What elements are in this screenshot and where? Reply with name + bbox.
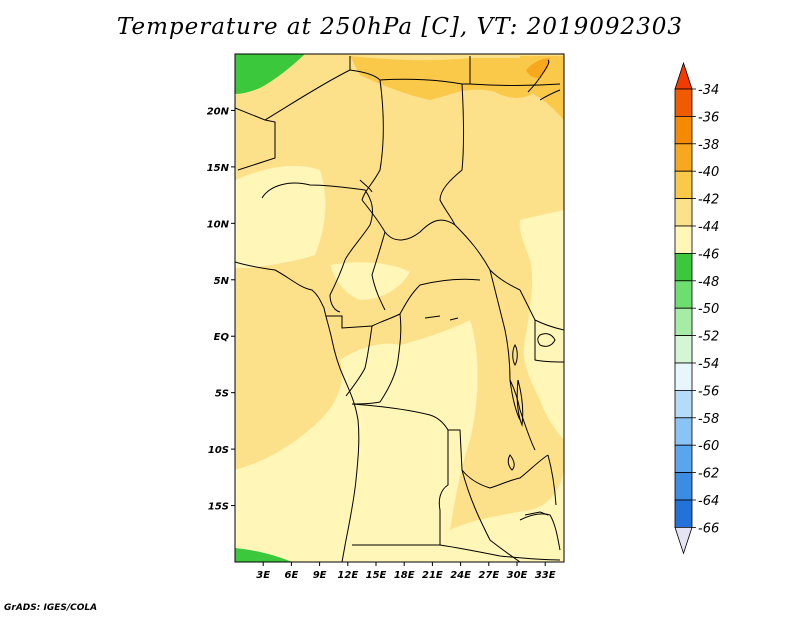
colorbar-label: -52 — [698, 330, 719, 345]
y-tick-label: 10N — [207, 219, 230, 230]
colorbar-bottom-arrow — [674, 527, 693, 555]
colorbar-label: -36 — [698, 110, 719, 125]
x-tick-label: 21E — [422, 570, 443, 581]
x-tick-label: 24E — [450, 570, 471, 581]
colorbar-top-arrow — [674, 61, 693, 90]
temperature-field — [235, 54, 564, 562]
colorbar-label: -64 — [698, 494, 719, 509]
field-region-42to44-east — [519, 210, 564, 440]
x-tick-label: 30E — [507, 570, 528, 581]
field-region-42to44-west — [235, 165, 326, 268]
colorbar-segment — [674, 280, 693, 309]
y-tick-label: 10S — [208, 445, 229, 456]
field-region-42to44-center — [330, 262, 410, 300]
colorbar-segment — [674, 307, 693, 337]
x-tick-label: 27E — [478, 570, 499, 581]
colorbar-label: -44 — [698, 220, 719, 235]
x-tick-label: 3E — [256, 570, 270, 581]
colorbar-label: -34 — [698, 83, 719, 98]
colorbar-segment — [674, 88, 693, 117]
map-title: Temperature at 250hPa [C], VT: 201909230… — [116, 14, 684, 40]
plot-frame — [234, 53, 565, 563]
grads-credit: GrADS: IGES/COLA — [4, 603, 98, 613]
field-region-38to40-north — [350, 56, 560, 100]
country-borders — [235, 56, 564, 562]
field-region-44to46-northwest — [235, 54, 305, 94]
y-tick-label: 15S — [208, 502, 229, 513]
y-tick-label: 5N — [214, 276, 230, 287]
field-region-44to46-southwest — [235, 548, 292, 562]
colorbar-segment — [674, 389, 693, 419]
colorbar-segment — [674, 362, 693, 391]
colorbar-segment — [674, 444, 693, 474]
field-region-42to44-south — [235, 320, 564, 562]
colorbar-label: -62 — [698, 467, 719, 482]
colorbar: -34 -36 -38 -40 -42 -44 -46 -48 -50 -52 -54 -56 -58 -… — [674, 61, 719, 555]
colorbar-segment — [674, 116, 693, 145]
colorbar-segment — [674, 198, 693, 227]
colorbar-segment — [674, 335, 693, 364]
colorbar-segment — [674, 252, 693, 282]
colorbar-segment — [674, 225, 693, 254]
colorbar-label: -40 — [698, 165, 719, 180]
colorbar-segment — [674, 417, 693, 446]
map-axes: 3E 6E 9E 12E 15E 18E 21E 24E 27E 30E 33E 20N 15N 10N 5… — [207, 106, 556, 581]
y-tick-label: 20N — [207, 106, 230, 117]
colorbar-label: -56 — [698, 384, 719, 399]
colorbar-label: -66 — [698, 521, 719, 536]
field-region-36to38 — [526, 58, 550, 78]
colorbar-label: -48 — [698, 275, 719, 290]
x-tick-label: 9E — [313, 570, 327, 581]
colorbar-label: -50 — [698, 302, 719, 317]
colorbar-label: -58 — [698, 412, 719, 427]
x-tick-label: 33E — [535, 570, 556, 581]
colorbar-label: -60 — [698, 439, 719, 454]
colorbar-segment — [674, 499, 693, 528]
colorbar-label: -42 — [698, 193, 719, 208]
y-tick-label: EQ — [214, 332, 230, 343]
x-tick-label: 12E — [337, 570, 358, 581]
y-tick-label: 5S — [215, 389, 229, 400]
colorbar-label: -54 — [698, 357, 719, 372]
colorbar-segment — [674, 472, 693, 501]
y-tick-label: 15N — [207, 163, 230, 174]
colorbar-label: -46 — [698, 247, 719, 262]
colorbar-segment — [674, 143, 693, 172]
x-tick-label: 18E — [394, 570, 415, 581]
colorbar-label: -38 — [698, 138, 719, 153]
x-tick-label: 15E — [366, 570, 387, 581]
x-tick-label: 6E — [285, 570, 299, 581]
colorbar-segment — [674, 170, 693, 199]
